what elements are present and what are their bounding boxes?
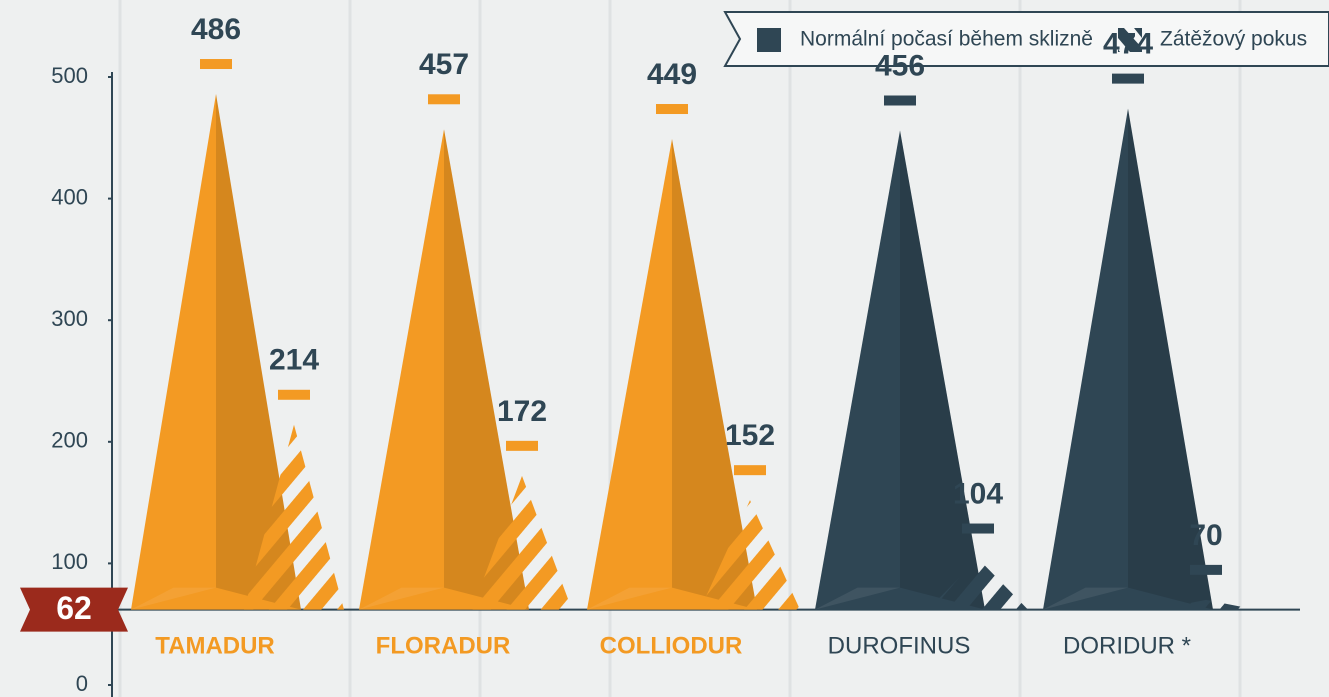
value-dash: [278, 390, 310, 400]
x-tick-label: FLORADUR: [376, 632, 511, 659]
value-label: 456: [875, 49, 925, 82]
y-tick-label: 300: [51, 306, 88, 331]
value-dash: [1190, 565, 1222, 575]
x-tick-label: DUROFINUS: [828, 632, 971, 659]
value-label: 152: [725, 419, 775, 452]
value-label: 474: [1103, 28, 1153, 61]
value-dash: [884, 96, 916, 106]
legend: Normální počasí během sklizně Zátěžový p…: [725, 12, 1329, 66]
legend-label: Zátěžový pokus: [1160, 28, 1307, 51]
baseline-label: 62: [56, 590, 92, 626]
value-label: 214: [269, 344, 319, 377]
value-label: 172: [497, 395, 547, 428]
value-dash: [506, 441, 538, 451]
legend-label: Normální počasí během sklizně: [800, 28, 1093, 51]
x-tick-label: DORIDUR *: [1063, 632, 1191, 659]
y-tick-label: 200: [51, 428, 88, 453]
x-tick-label: TAMADUR: [155, 632, 275, 659]
value-dash: [200, 59, 232, 69]
y-tick-label: 400: [51, 184, 88, 209]
value-label: 449: [647, 58, 697, 91]
value-dash: [656, 104, 688, 114]
x-tick-label: COLLIODUR: [600, 632, 743, 659]
legend-swatch: [757, 28, 781, 52]
value-dash: [1112, 74, 1144, 84]
value-label: 70: [1189, 519, 1222, 552]
value-label: 104: [953, 477, 1003, 510]
y-tick-label: 100: [51, 549, 88, 574]
y-tick-label: 0: [76, 671, 88, 696]
value-label: 486: [191, 13, 241, 46]
value-dash: [734, 465, 766, 475]
value-dash: [428, 94, 460, 104]
chart: Normální počasí během sklizně Zátěžový p…: [0, 0, 1329, 697]
y-tick-label: 500: [51, 63, 88, 88]
value-label: 457: [419, 48, 469, 81]
value-dash: [962, 524, 994, 534]
